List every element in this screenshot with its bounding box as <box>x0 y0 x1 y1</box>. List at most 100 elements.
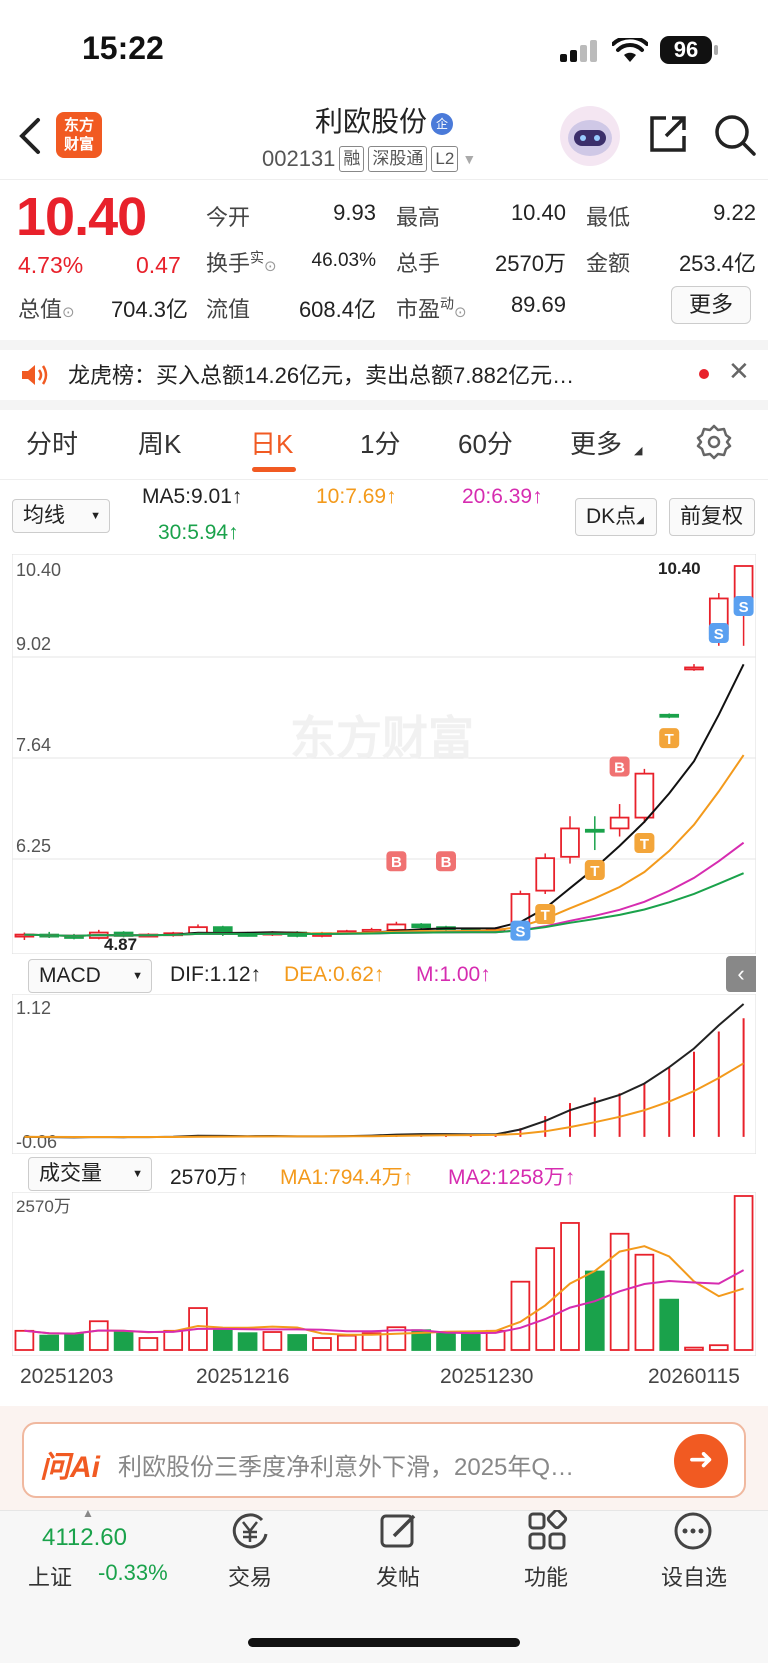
trade-yen-icon[interactable] <box>228 1512 272 1552</box>
volume-bar <box>510 1280 531 1351</box>
kline-chart[interactable]: 东方财富 10.40 9.02 7.64 6.25 10.40 4.87 B B S… <box>12 554 756 954</box>
tab-weekly[interactable]: 周K <box>138 429 182 459</box>
ma-select[interactable]: 均线 ▼ <box>12 499 110 533</box>
ai-assistant-avatar[interactable] <box>560 106 620 166</box>
info-icon[interactable]: ⊙ <box>62 304 75 321</box>
low-value: 9.22 <box>713 200 756 225</box>
volume-value: 2570万 <box>495 251 566 276</box>
index-change[interactable]: -0.33% <box>98 1560 168 1585</box>
dragon-tiger-banner[interactable] <box>0 340 768 410</box>
post-edit-icon[interactable] <box>378 1510 420 1552</box>
share-icon[interactable] <box>646 112 690 156</box>
banner-text: 龙虎榜：买入总额14.26亿元，卖出总额7.882亿元… <box>68 363 575 388</box>
macd-dif: DIF:1.12↑ <box>170 963 262 986</box>
volume-bar <box>14 1329 35 1351</box>
volume-bar <box>584 1270 605 1351</box>
more-dots-icon[interactable] <box>672 1510 714 1552</box>
date-label: 20251216 <box>196 1365 290 1388</box>
volume-chart[interactable]: 2570万 <box>12 1192 756 1356</box>
chevron-left-icon[interactable] <box>16 116 44 156</box>
dk-marker-label: S <box>515 924 525 941</box>
tab-intraday[interactable]: 分时 <box>26 429 79 459</box>
tab-60min[interactable]: 60分 <box>458 429 513 459</box>
stock-title[interactable]: 利欧股份企 <box>0 100 768 140</box>
watermark: 东方财富 <box>290 712 474 764</box>
dk-marker-label: T <box>665 731 674 748</box>
dk-marker <box>634 832 655 853</box>
ai-question-text: 利欧股份三季度净利意外下滑，2025年Q… <box>118 1454 575 1481</box>
caret-up-icon: ▲ <box>82 1506 94 1520</box>
functions-grid-icon[interactable] <box>526 1510 568 1552</box>
nav-trade[interactable]: 交易 <box>227 1565 272 1590</box>
macd-select[interactable]: MACD ▼ <box>28 959 152 993</box>
more-button[interactable]: 更多 <box>671 286 751 324</box>
volume-select[interactable]: 成交量 ▼ <box>28 1157 152 1191</box>
nav-watchlist-settings[interactable]: 设自选 <box>660 1565 727 1590</box>
volume-bar <box>361 1332 382 1351</box>
high-value: 10.40 <box>510 200 566 225</box>
volume-bar <box>312 1337 332 1351</box>
nav-functions[interactable]: 功能 <box>523 1565 568 1590</box>
candle-body <box>411 923 432 929</box>
candle-body <box>659 713 680 718</box>
dk-marker <box>584 860 605 881</box>
pe-label-text: 市盈 <box>396 297 441 322</box>
tab-more[interactable]: 更多 <box>570 429 623 459</box>
volume-select-label: 成交量 <box>39 1162 102 1185</box>
cellular-signal-icon <box>560 40 600 62</box>
high-annotation: 10.40 <box>658 559 701 578</box>
macd-dea: DEA:0.62↑ <box>284 963 385 986</box>
stock-code-row[interactable]: 002131 融 深股通 L2 ▼ <box>262 146 476 172</box>
info-icon[interactable]: ⊙ <box>454 304 467 321</box>
volume-bar <box>535 1247 556 1351</box>
price-axis-label: 6.25 <box>16 836 51 856</box>
dk-marker <box>436 851 456 872</box>
tab-1min[interactable]: 1分 <box>360 429 401 459</box>
mcap-label-text: 总值 <box>18 297 63 322</box>
arrow-right-icon[interactable]: ➜ <box>674 1434 728 1488</box>
macd-select-label: MACD <box>39 964 101 987</box>
candle-body <box>386 923 407 931</box>
gear-icon[interactable] <box>696 424 732 460</box>
dk-marker <box>535 904 556 925</box>
pe-sup: 动 <box>440 295 455 312</box>
ai-logo: 问Ai <box>40 1451 100 1484</box>
macd-axis-top: 1.12 <box>16 998 51 1018</box>
amount-label: 金额 <box>586 251 631 276</box>
collapse-panel-button[interactable]: ‹ <box>726 956 756 992</box>
index-name[interactable]: 上证 <box>28 1565 73 1590</box>
caret-icon: ◢ <box>636 515 644 526</box>
status-time: 15:22 <box>82 30 164 66</box>
volume-bar <box>39 1334 60 1351</box>
high-label: 最高 <box>396 205 441 230</box>
nav-post[interactable]: 发帖 <box>375 1565 420 1590</box>
index-value[interactable]: 4112.60 <box>42 1524 127 1551</box>
turnover-label-text: 换手 <box>206 251 251 276</box>
macd-chart[interactable]: 1.12 -0.06 <box>12 994 756 1154</box>
tab-daily[interactable]: 日K <box>250 429 294 459</box>
pe-value: 89.69 <box>510 292 566 317</box>
volume-bar <box>460 1333 481 1351</box>
ma5-value: MA5:9.01↑ <box>142 485 243 508</box>
date-label: 20251230 <box>440 1365 534 1388</box>
adjust-button[interactable]: 前复权 <box>669 498 755 536</box>
home-indicator <box>248 1638 520 1647</box>
caret-down-icon: ▼ <box>132 970 143 982</box>
volume-bar <box>64 1333 84 1351</box>
caret-icon: ◢ <box>634 445 643 457</box>
info-icon[interactable]: ⊙ <box>264 258 277 275</box>
ai-question-bar[interactable] <box>22 1422 746 1498</box>
volume-bar <box>336 1334 357 1351</box>
mcap-label: 总值⊙ <box>18 292 75 324</box>
close-icon[interactable]: ✕ <box>728 356 750 386</box>
volume-value: 2570万↑ <box>170 1166 249 1189</box>
current-price: 10.40 <box>16 187 147 247</box>
volume-bar <box>138 1337 159 1351</box>
volume-label: 总手 <box>396 251 441 276</box>
dk-marker <box>609 756 630 777</box>
volume-bar <box>659 1298 680 1351</box>
dk-point-button[interactable]: DK点◢ <box>575 498 657 536</box>
caret-down-icon: ▼ <box>462 151 477 167</box>
search-icon[interactable] <box>712 112 758 158</box>
